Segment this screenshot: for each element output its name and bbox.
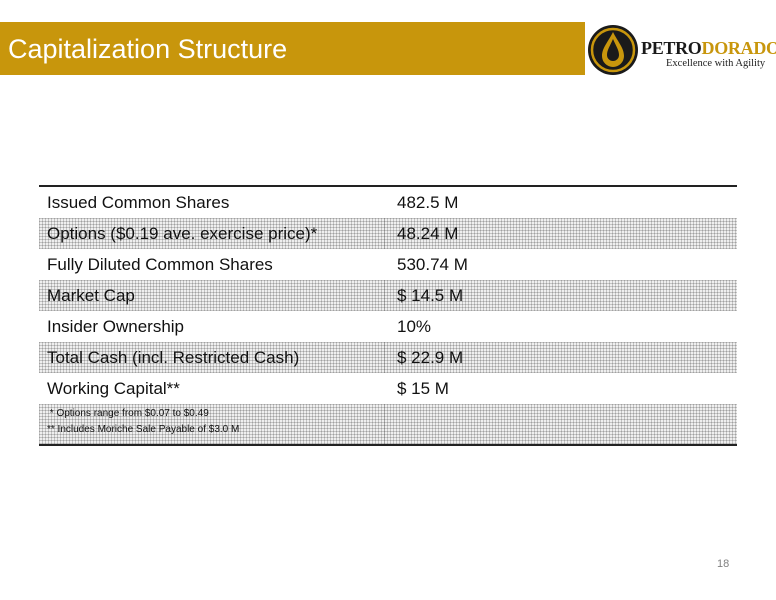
title-bar: Capitalization Structure <box>0 22 585 75</box>
table-row: Working Capital** $ 15 M <box>39 373 737 404</box>
row-value: $ 15 M <box>397 379 449 398</box>
row-value: 482.5 M <box>397 193 459 212</box>
row-label: Fully Diluted Common Shares <box>47 255 273 274</box>
row-value: 530.74 M <box>397 255 468 274</box>
row-label: Market Cap <box>47 286 135 305</box>
logo-tagline: Excellence with Agility <box>666 58 766 69</box>
logo-name-petro: PETRO <box>641 38 702 58</box>
table-row: Fully Diluted Common Shares 530.74 M <box>39 249 737 280</box>
table-row: Total Cash (incl. Restricted Cash) $ 22.… <box>39 342 737 373</box>
slide-title: Capitalization Structure <box>8 34 288 64</box>
capitalization-table: Issued Common Shares 482.5 M Options ($0… <box>39 185 737 446</box>
table-row: Insider Ownership 10% <box>39 311 737 342</box>
column-divider <box>384 404 385 444</box>
table-row: Market Cap $ 14.5 M <box>39 280 737 311</box>
table-row: Issued Common Shares 482.5 M <box>39 187 737 218</box>
table-row: Options ($0.19 ave. exercise price)* 48.… <box>39 218 737 249</box>
row-value: 48.24 M <box>397 224 459 243</box>
logo-wordmark: PETRODORADO <box>641 38 776 59</box>
row-label: Insider Ownership <box>47 317 185 336</box>
page-number: 18 <box>717 558 730 570</box>
footnote-options: * Options range from $0.07 to $0.49 <box>47 408 209 419</box>
company-logo: PETRODORADO Excellence with Agility <box>585 22 776 75</box>
row-value: $ 14.5 M <box>397 286 464 305</box>
logo-name-dorado: DORADO <box>701 38 776 58</box>
row-label: Total Cash (incl. Restricted Cash) <box>47 348 300 367</box>
row-label: Options ($0.19 ave. exercise price)* <box>47 224 318 243</box>
footnote-working-capital: ** Includes Moriche Sale Payable of $3.0… <box>47 424 240 435</box>
row-label: Issued Common Shares <box>47 193 230 212</box>
column-divider <box>384 218 385 249</box>
column-divider <box>384 280 385 311</box>
row-value: 10% <box>397 317 432 336</box>
table-notes-row: * Options range from $0.07 to $0.49 ** I… <box>39 404 737 444</box>
column-divider <box>384 342 385 373</box>
row-value: $ 22.9 M <box>397 348 464 367</box>
row-label: Working Capital** <box>47 379 180 398</box>
oil-drop-logo-icon <box>588 25 638 75</box>
